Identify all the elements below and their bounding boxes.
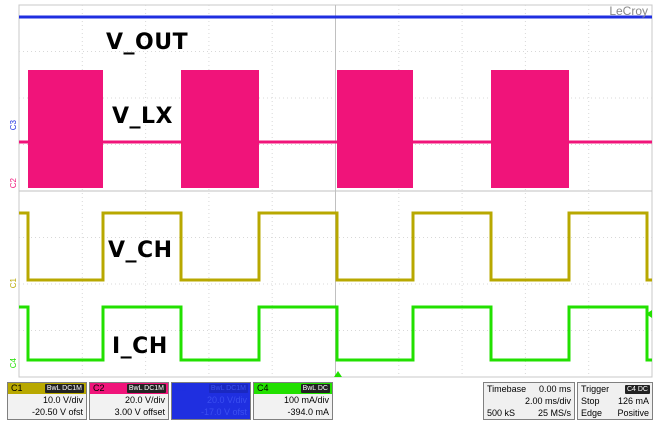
channel-tags: BwL DC <box>300 384 330 393</box>
waveform-plot <box>18 4 653 378</box>
channel-scale: 100 mA/div <box>283 395 329 405</box>
timebase-delay: 0.00 ms <box>538 384 571 394</box>
channel-offset: -394.0 mA <box>287 407 329 417</box>
trace-label-ich: I_CH <box>112 334 168 359</box>
trace-label-vlx: V_LX <box>112 104 174 129</box>
channel-marker-c2[interactable]: C2 <box>9 178 18 189</box>
trace-vlx-burst <box>28 70 103 188</box>
channel-offset: 3.00 V offset <box>114 407 165 417</box>
trace-ich <box>19 305 652 362</box>
trigger-mode: Stop <box>581 396 600 406</box>
trigger-slope: Positive <box>617 408 649 418</box>
channel-scale: 20.0 V/div <box>124 395 165 405</box>
timebase-label: Timebase <box>487 384 527 394</box>
timebase-panel[interactable]: Timebase 0.00 ms 2.00 ms/div 500 kS 25 M… <box>483 382 575 420</box>
channel-offset: -20.50 V ofst <box>31 407 83 417</box>
channel-panel-c4[interactable]: C4 BwL DC 100 mA/div -394.0 mA <box>253 382 333 420</box>
trigger-type: Edge <box>581 408 603 418</box>
channel-tags: BwL DC1M <box>126 384 166 393</box>
trigger-position-marker <box>334 371 342 377</box>
trace-vch <box>19 211 652 282</box>
channel-panel-c2[interactable]: C2 BwL DC1M 20.0 V/div 3.00 V offset <box>89 382 169 420</box>
trigger-panel[interactable]: Trigger C4 DC Stop 126 mA Edge Positive <box>577 382 653 420</box>
scope-display: LeCroy V_OUT V_LX V_CH I_CH C3 C2 C1 C4 <box>9 4 653 378</box>
channel-name: C4 <box>257 383 269 393</box>
trigger-level: 126 mA <box>617 396 649 406</box>
timebase-rate: 25 MS/s <box>537 408 571 418</box>
timebase-samples: 500 kS <box>487 408 516 418</box>
channel-marker-c3[interactable]: C3 <box>9 120 18 131</box>
channel-name: C1 <box>11 383 23 393</box>
channel-marker-c1[interactable]: C1 <box>9 278 18 289</box>
channel-scale: 20.0 V/div <box>206 395 247 405</box>
channel-tags: BwL DC1M <box>44 384 84 393</box>
channel-marker-c4[interactable]: C4 <box>9 358 18 369</box>
brand-logo: LeCroy <box>609 4 648 18</box>
trigger-label: Trigger <box>581 384 610 394</box>
channel-panel-c3[interactable]: C3 BwL DC1M 20.0 V/div -17.0 V ofst <box>171 382 251 420</box>
channel-tags: BwL DC1M <box>208 384 248 393</box>
channel-offset: -17.0 V ofst <box>200 407 247 417</box>
trace-vlx-burst <box>491 70 569 188</box>
trace-label-vout: V_OUT <box>106 30 189 55</box>
channel-scale: 10.0 V/div <box>42 395 83 405</box>
channel-name: C3 <box>175 383 187 393</box>
trace-vlx-burst <box>337 70 413 188</box>
trace-vlx-burst <box>181 70 259 188</box>
trace-label-vch: V_CH <box>108 238 173 263</box>
timebase-div: 2.00 ms/div <box>524 396 571 406</box>
trigger-tags: C4 DC <box>624 385 650 394</box>
status-bar: C1 BwL DC1M 10.0 V/div -20.50 V ofst C2 … <box>0 380 656 424</box>
trigger-level-marker <box>646 310 652 318</box>
channel-panel-c1[interactable]: C1 BwL DC1M 10.0 V/div -20.50 V ofst <box>7 382 87 420</box>
channel-name: C2 <box>93 383 105 393</box>
